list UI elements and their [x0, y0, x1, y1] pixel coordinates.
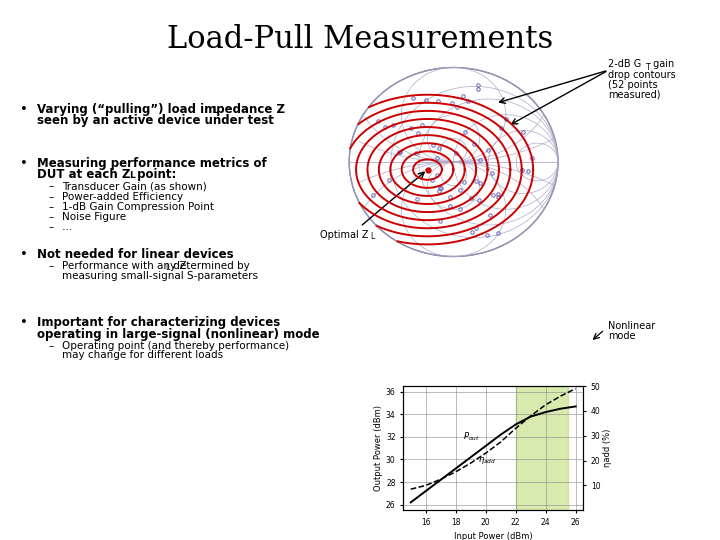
Text: seen by an active device under test: seen by an active device under test: [37, 114, 274, 127]
Text: L: L: [129, 171, 135, 180]
Text: Performance with any Z: Performance with any Z: [62, 261, 186, 271]
Text: drop contours: drop contours: [608, 70, 676, 80]
Text: gain: gain: [650, 59, 675, 69]
Text: Noise Figure: Noise Figure: [62, 212, 126, 222]
Text: –: –: [49, 202, 54, 212]
Text: $\eta_{add}$: $\eta_{add}$: [478, 455, 497, 465]
Text: determined by: determined by: [170, 261, 250, 271]
Text: Load-Pull Measurements: Load-Pull Measurements: [167, 24, 553, 55]
Text: mode: mode: [608, 331, 636, 341]
Text: (52 points: (52 points: [608, 79, 658, 90]
Text: •: •: [20, 316, 28, 329]
Text: Nonlinear: Nonlinear: [608, 321, 656, 332]
Text: –: –: [49, 261, 54, 271]
X-axis label: Input Power (dBm): Input Power (dBm): [454, 532, 533, 540]
Text: measured): measured): [608, 89, 661, 99]
Text: may change for different loads: may change for different loads: [62, 350, 223, 361]
Text: •: •: [20, 103, 28, 116]
Text: –: –: [49, 192, 54, 202]
Text: –: –: [49, 341, 54, 351]
Text: $P_{out}$: $P_{out}$: [463, 430, 480, 443]
Y-axis label: ηadd (%): ηadd (%): [603, 429, 613, 468]
Text: Measuring performance metrics of: Measuring performance metrics of: [37, 157, 267, 170]
Text: –: –: [49, 212, 54, 222]
Text: L: L: [166, 263, 170, 272]
Text: Power-added Efficiency: Power-added Efficiency: [62, 192, 183, 202]
Text: Transducer Gain (as shown): Transducer Gain (as shown): [62, 181, 207, 192]
Text: Varying (“pulling”) load impedance Z: Varying (“pulling”) load impedance Z: [37, 103, 285, 116]
Text: Not needed for linear devices: Not needed for linear devices: [37, 248, 234, 261]
Text: •: •: [20, 157, 28, 170]
Text: 2-dB G: 2-dB G: [608, 59, 642, 69]
Text: L: L: [212, 106, 218, 115]
Text: –: –: [49, 181, 54, 192]
Y-axis label: Output Power (dBm): Output Power (dBm): [374, 405, 383, 491]
Text: measuring small-signal S-parameters: measuring small-signal S-parameters: [62, 271, 258, 281]
Text: Operating point (and thereby performance): Operating point (and thereby performance…: [62, 341, 289, 351]
Text: Important for characterizing devices: Important for characterizing devices: [37, 316, 281, 329]
Text: T: T: [646, 63, 650, 72]
Text: •: •: [20, 248, 28, 261]
Text: 1-dB Gain Compression Point: 1-dB Gain Compression Point: [62, 202, 214, 212]
Text: L: L: [370, 232, 374, 241]
Text: …: …: [62, 222, 72, 233]
Text: Optimal Z: Optimal Z: [320, 230, 369, 240]
Text: DUT at each Z: DUT at each Z: [37, 168, 131, 181]
Text: point:: point:: [133, 168, 176, 181]
Text: operating in large-signal (nonlinear) mode: operating in large-signal (nonlinear) mo…: [37, 328, 320, 341]
Bar: [516, 386, 568, 510]
Text: –: –: [49, 222, 54, 233]
